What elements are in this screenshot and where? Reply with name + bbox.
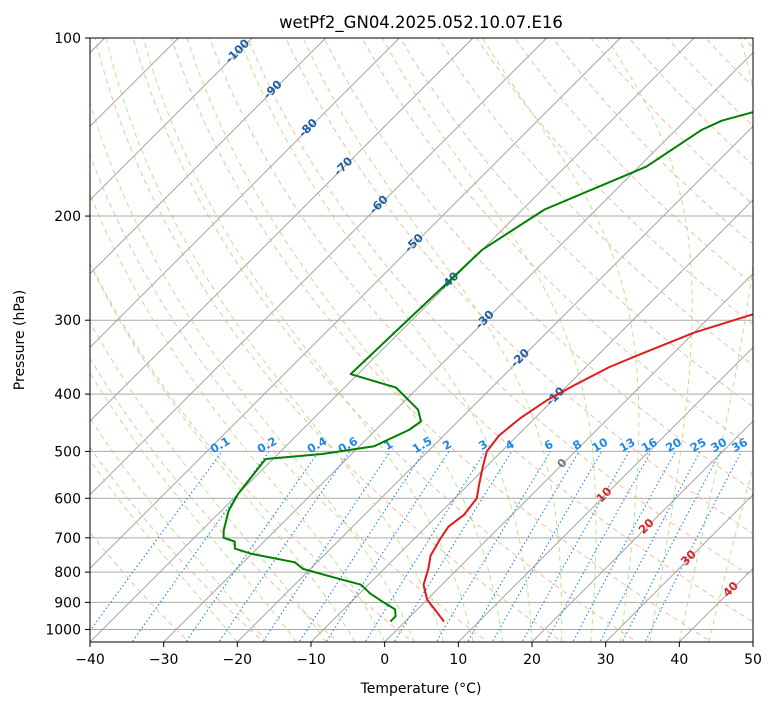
- moist-adiabat-line: [238, 38, 533, 642]
- mixing-ratio-line: [90, 451, 223, 632]
- x-tick-label: 40: [670, 652, 688, 668]
- y-tick-label: 800: [54, 565, 81, 581]
- isotherm-line: [531, 420, 753, 642]
- dry-adiabat-line: [94, 38, 564, 642]
- x-tick-label: 0: [380, 652, 389, 668]
- moist-adiabat-line: [606, 38, 693, 642]
- x-axis-ticks: −40 −30 −20 −10 0 10 20 30 40 50: [75, 642, 762, 668]
- isotherm-line: [90, 38, 474, 422]
- temperature-profile-line: [422, 313, 753, 623]
- isotherm-line: [458, 346, 753, 642]
- isotherm-line: [90, 38, 547, 496]
- moist-adiabat-line: [90, 459, 238, 642]
- mixing-ratio-line: [185, 451, 320, 642]
- moist-adiabat-line: [142, 38, 474, 642]
- mixing-ratio-line: [621, 451, 722, 642]
- mixing-ratio-line: [262, 451, 391, 642]
- mixing-ratio-line: [298, 451, 425, 642]
- mixing-ratio-label: 10: [589, 435, 610, 455]
- y-tick-label: 100: [54, 31, 81, 47]
- dewpoint-profile-line: [222, 111, 753, 623]
- y-axis-label: Pressure (hPa): [12, 290, 28, 390]
- dry-adiabat-line: [132, 38, 638, 642]
- mixing-ratio-line: [325, 451, 450, 642]
- x-tick-label: 50: [744, 652, 762, 668]
- x-axis-label: Temperature (°C): [360, 681, 482, 697]
- y-tick-label: 400: [54, 387, 81, 403]
- x-tick-label: 10: [449, 652, 467, 668]
- mixing-ratio-line: [393, 451, 513, 642]
- mixing-ratio-label: 16: [639, 435, 660, 455]
- dry-adiabat-line: [285, 38, 753, 535]
- isotherm-line: [90, 38, 621, 569]
- x-tick-label: −40: [75, 652, 105, 668]
- mixing-ratio-label: 13: [617, 435, 638, 455]
- moist-adiabat-line: [90, 371, 297, 642]
- mixing-ratio-line: [466, 451, 580, 642]
- mixing-ratio-line: [435, 451, 552, 642]
- plot-frame: [89, 37, 754, 643]
- dry-adiabat-line: [514, 38, 753, 285]
- dry-adiabat-line: [170, 38, 713, 642]
- dry-adiabat-line: [90, 261, 414, 642]
- y-tick-label: 500: [54, 444, 81, 460]
- y-tick-label: 200: [54, 209, 81, 225]
- isotherm-line: [384, 273, 753, 642]
- dry-adiabat-line: [208, 38, 753, 623]
- mixing-ratio-line: [572, 451, 676, 642]
- y-axis-ticks: 100 200 300 400 500 600 700 800 900 1000: [45, 31, 90, 638]
- chart-title: wetPf2_GN04.2025.052.10.07.E16: [279, 13, 563, 33]
- moist-adiabat-line: [382, 38, 597, 642]
- x-tick-label: 30: [597, 652, 615, 668]
- y-tick-label: 900: [54, 595, 81, 611]
- isotherm-line: [90, 38, 253, 201]
- isotherm-line: [237, 125, 753, 642]
- x-tick-label: 20: [523, 652, 541, 668]
- dry-adiabat-line: [323, 38, 753, 492]
- x-tick-label: −30: [149, 652, 179, 668]
- dry-adiabat-line: [90, 357, 340, 642]
- mixing-ratio-line: [131, 451, 270, 642]
- moist-adiabat-line: [481, 38, 640, 642]
- mixing-ratio-line: [545, 451, 652, 642]
- mixing-ratio-label: 20: [663, 435, 684, 455]
- mixing-ratio-label: 36: [729, 435, 750, 455]
- moist-adiabat-line: [302, 38, 563, 642]
- y-tick-label: 1000: [45, 622, 81, 638]
- isotherm-line: [90, 38, 695, 642]
- moist-adiabat-line: [90, 417, 268, 642]
- moist-adiabat-line: [90, 262, 356, 642]
- background-lines: [90, 38, 753, 642]
- mixing-ratio-label: 25: [688, 435, 709, 455]
- sounding-profiles: [222, 111, 753, 623]
- x-tick-label: −20: [223, 652, 253, 668]
- mixing-ratio-line: [364, 451, 486, 642]
- dry-adiabat-line: [247, 38, 753, 578]
- mixing-ratio-line: [218, 451, 351, 642]
- isotherm-line: [605, 494, 753, 642]
- mixing-ratio-line: [599, 451, 701, 642]
- isotherm-line: [90, 38, 326, 275]
- mixing-ratio-label: 30: [708, 435, 729, 455]
- moist-adiabat-line: [90, 192, 386, 642]
- moist-adiabat-line: [105, 38, 445, 642]
- dry-adiabat-line: [90, 153, 489, 642]
- y-tick-label: 300: [54, 313, 81, 329]
- moist-adiabat-line: [90, 100, 415, 642]
- dry-adiabat-line: [399, 38, 753, 408]
- y-tick-label: 700: [54, 531, 81, 547]
- x-tick-label: −10: [296, 652, 326, 668]
- isotherm-line: [163, 52, 753, 642]
- y-tick-label: 600: [54, 491, 81, 507]
- isotherm-line: [90, 38, 400, 348]
